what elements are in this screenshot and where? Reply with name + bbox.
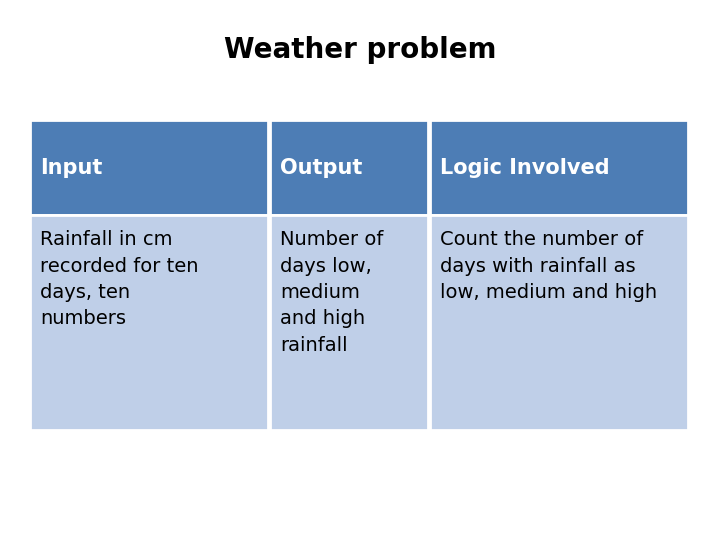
Text: Weather problem: Weather problem [224,36,496,64]
Bar [30,120,268,215]
Text: Rainfall in cm
recorded for ten
days, ten
numbers: Rainfall in cm recorded for ten days, te… [40,230,199,328]
Text: Output: Output [280,158,362,178]
Bar [270,215,428,430]
Bar [430,120,688,215]
Bar [270,120,428,215]
Text: Input: Input [40,158,102,178]
Bar [30,215,268,430]
Text: Number of
days low,
medium
and high
rainfall: Number of days low, medium and high rain… [280,230,383,355]
Text: Logic Involved: Logic Involved [440,158,610,178]
Text: Count the number of
days with rainfall as
low, medium and high: Count the number of days with rainfall a… [440,230,657,302]
Bar [430,215,688,430]
